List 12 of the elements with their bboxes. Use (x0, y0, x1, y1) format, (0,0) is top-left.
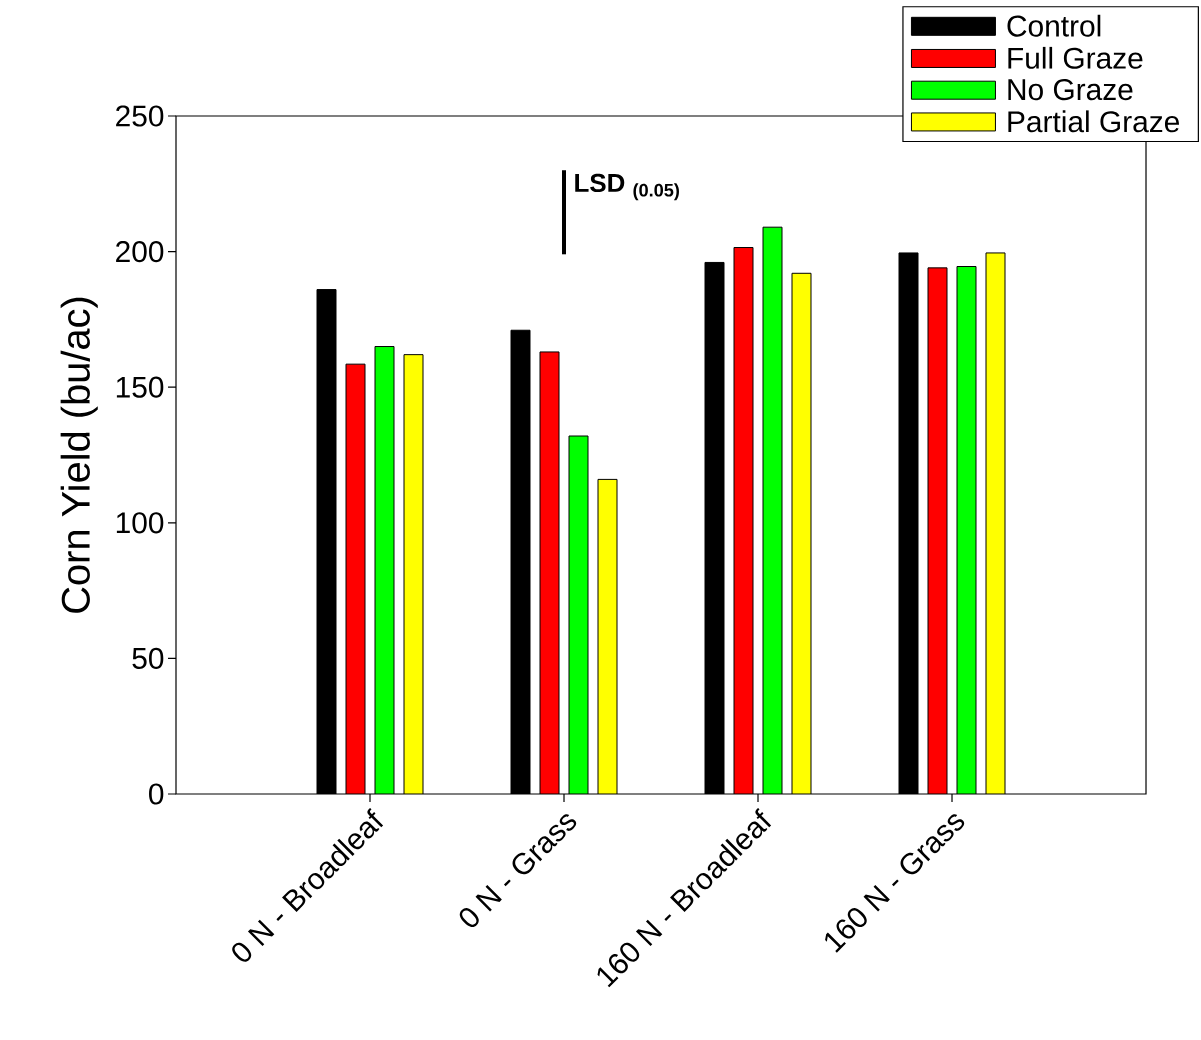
legend-label: Control (1007, 14, 1101, 37)
y-tick-label: 100 (116, 512, 164, 534)
legend-label: Partial Graze (1008, 110, 1179, 133)
legend-label: Full Graze (1008, 46, 1143, 69)
y-tick-label: 0 (149, 783, 164, 805)
y-tick-label: 250 (116, 105, 164, 127)
y-tick-label: 150 (116, 376, 164, 398)
y-tick-label: 200 (116, 241, 164, 263)
y-axis-title: Corn Yield (bu/ac) (60, 297, 98, 613)
legend-label: No Graze (1008, 79, 1133, 101)
annotation: LSD $_{(0.05)}$ (575, 173, 679, 201)
y-tick-label: 50 (132, 647, 164, 669)
